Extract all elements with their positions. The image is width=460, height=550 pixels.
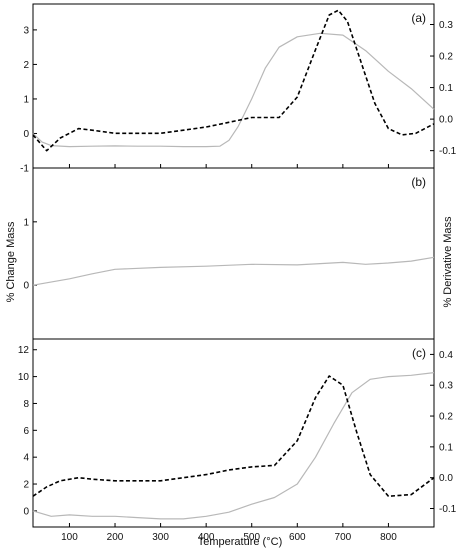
y-left-tick-label: 0 — [23, 281, 29, 292]
y-right-tick-label: 0.3 — [439, 381, 453, 392]
panel-c: 0 2 4 6 8 10 12 -0.1 0.0 0.1 0.2 0.3 0.4 100 200 300 400… — [18, 338, 457, 543]
y-left-tick-label: 10 — [18, 372, 30, 383]
y-right-tick-label: 0.1 — [439, 442, 453, 453]
y-right-tick-label: 0.0 — [439, 115, 453, 126]
x-tick-label: 100 — [61, 532, 78, 543]
y-axis-title-left: % Change Mass — [5, 221, 17, 302]
change-mass-line — [32, 372, 435, 520]
y-left-tick-label: 3 — [23, 25, 29, 36]
y-right-tick-label: 0.0 — [439, 473, 453, 484]
y-left-tick-label: 12 — [18, 345, 30, 356]
y-left-tick-label: 2 — [23, 480, 29, 491]
panel-frame — [32, 167, 435, 340]
y-left-tick-label: 1 — [23, 94, 29, 105]
y-right-tick-label: -0.1 — [439, 146, 457, 157]
panel-label: (b) — [411, 175, 426, 189]
y-right-tick-label: 0.2 — [439, 412, 453, 423]
x-tick-label: 800 — [380, 532, 397, 543]
y-axis-title-right: % Derivative Mass — [442, 216, 454, 308]
y-left-tick-label: 2 — [23, 60, 29, 71]
y-left-tick-label: -1 — [20, 164, 29, 175]
y-left-tick-label: 0 — [23, 506, 29, 517]
panel-label: (a) — [411, 11, 426, 25]
y-right-tick-label: 0.3 — [439, 20, 453, 31]
y-right-tick-label: 0.2 — [439, 52, 453, 63]
y-left-tick-label: 0 — [23, 129, 29, 140]
x-tick-label: 700 — [335, 532, 352, 543]
change-mass-line — [32, 32, 435, 148]
panel-label: (c) — [412, 346, 426, 360]
x-tick-label: 200 — [107, 532, 124, 543]
y-right-tick-label: -0.1 — [439, 504, 457, 515]
derivative-mass-line — [32, 9, 435, 152]
y-left-tick-label: 6 — [23, 426, 29, 437]
panel-a: -1 0 1 2 3 -0.1 0.0 0.1 0.2 0.3 (a) — [20, 3, 457, 175]
panels: -10123-0.10.00.10.20.3(a)01(b)024681012-… — [18, 3, 457, 543]
x-axis-title: Temperature (°C) — [198, 536, 282, 548]
panel-frame — [32, 3, 435, 169]
y-left-tick-label: 1 — [23, 217, 29, 228]
x-tick-label: 400 — [198, 532, 215, 543]
y-right-tick-label: 0.1 — [439, 83, 453, 94]
derivative-mass-line — [32, 375, 435, 498]
y-left-tick-label: 8 — [23, 399, 29, 410]
x-tick-label: 600 — [289, 532, 306, 543]
panel-b: 0 1 (b) — [23, 167, 435, 340]
y-right-tick-label: 0.4 — [439, 350, 453, 361]
y-left-tick-label: 4 — [23, 453, 29, 464]
change-mass-line — [32, 256, 435, 286]
panel-frame — [32, 338, 435, 528]
x-tick-label: 500 — [243, 532, 260, 543]
x-tick-label: 300 — [152, 532, 169, 543]
